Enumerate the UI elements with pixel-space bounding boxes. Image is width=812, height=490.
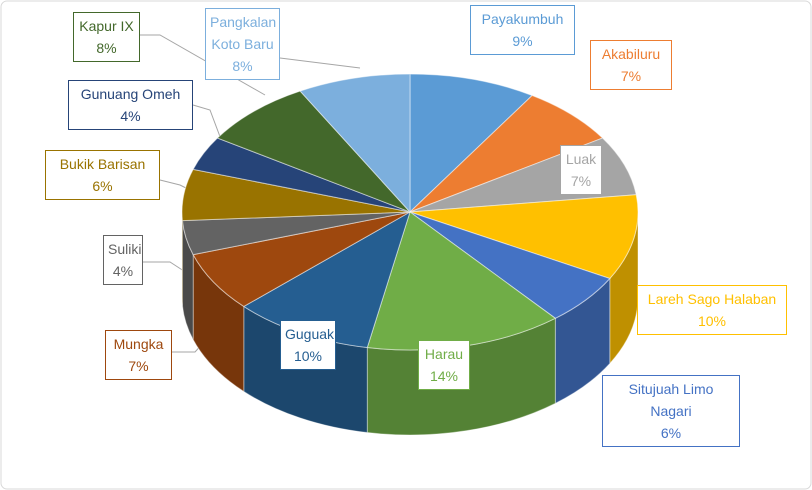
label-value: 8% (96, 40, 117, 56)
label-name: Suliki (108, 241, 142, 257)
leader-line (279, 57, 361, 69)
label-value: 7% (128, 358, 149, 374)
label-name: Harau (424, 346, 464, 362)
label-value: 10% (293, 348, 323, 364)
data-label: Pangkalan Koto Baru 8% (205, 8, 280, 80)
label-name: Pangkalan Koto Baru (210, 14, 277, 52)
data-label: Kapur IX 8% (73, 12, 140, 62)
data-label: Guguak 10% (280, 320, 336, 370)
data-label: Mungka 7% (105, 330, 172, 380)
label-value: 9% (512, 33, 533, 49)
slice-tops (181, 73, 639, 351)
data-label: Luak 7% (560, 145, 602, 195)
data-label: Lareh Sago Halaban 10% (637, 285, 787, 335)
slice (216, 90, 411, 213)
label-name: Guguak (285, 326, 335, 342)
label-name: Akabiluru (601, 46, 661, 62)
data-label: Gunuang Omeh 4% (68, 80, 193, 130)
label-name: Luak (565, 151, 597, 167)
label-value: 6% (92, 178, 113, 194)
label-value: 10% (697, 313, 727, 329)
data-label: Akabiluru 7% (590, 40, 672, 90)
label-value: 6% (660, 425, 682, 441)
label-name: Situjuah Limo Nagari (628, 381, 714, 419)
label-value: 14% (429, 368, 459, 384)
slice (299, 73, 411, 214)
data-label: Payakumbuh 9% (470, 5, 575, 55)
label-name: Gunuang Omeh (80, 86, 181, 102)
data-label: Suliki 4% (103, 235, 143, 285)
label-name: Bukik Barisan (59, 156, 146, 172)
label-value: 7% (620, 68, 642, 84)
label-name: Payakumbuh (481, 11, 564, 27)
label-value: 7% (570, 173, 592, 189)
label-name: Lareh Sago Halaban (647, 291, 777, 307)
label-value: 8% (232, 58, 253, 74)
label-value: 4% (120, 108, 141, 124)
data-label: Harau 14% (418, 340, 470, 390)
data-label: Bukik Barisan 6% (45, 150, 160, 200)
label-name: Kapur IX (79, 18, 134, 34)
data-label: Situjuah Limo Nagari 6% (602, 375, 740, 447)
label-name: Mungka (113, 336, 164, 352)
slice (409, 194, 639, 280)
slice (409, 73, 534, 214)
label-value: 4% (112, 263, 134, 279)
